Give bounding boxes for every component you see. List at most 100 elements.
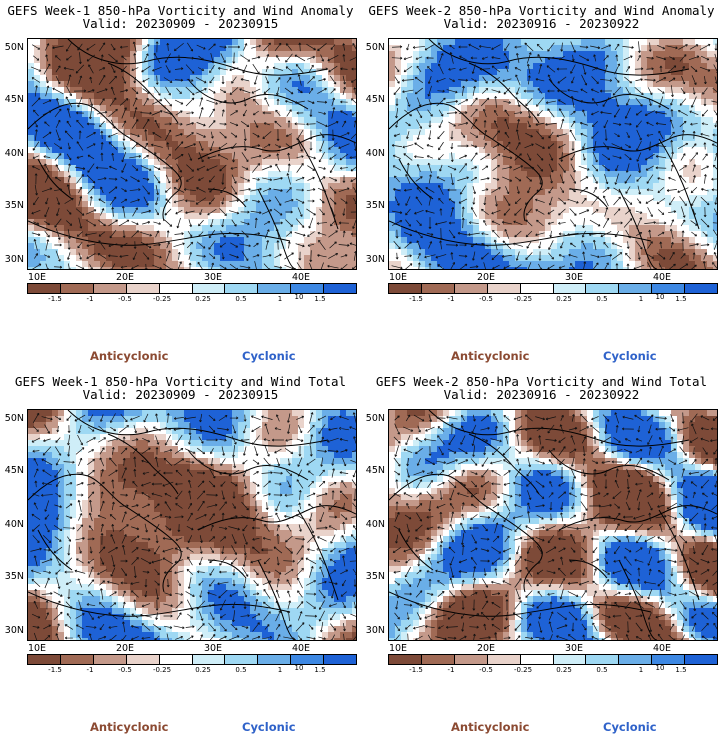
colorbar-swatch	[93, 655, 127, 664]
colorbar-swatch	[520, 284, 554, 293]
cyclonic-label: Cyclonic	[603, 349, 657, 363]
colorbar-label: 0.5	[235, 295, 247, 303]
colorbar-swatch	[28, 655, 61, 664]
colorbar-label: 1	[638, 295, 644, 303]
colorbar-swatch	[652, 284, 686, 293]
lon-label: 40E	[291, 643, 311, 654]
colorbar-label: 1	[277, 295, 283, 303]
panel-title: GEFS Week-2 850-hPa Vorticity and Wind A…	[368, 3, 715, 18]
colorbar-unit: 10	[294, 664, 304, 672]
lon-label: 40E	[652, 643, 672, 654]
lat-label: 30N	[4, 254, 24, 265]
lat-label: 45N	[4, 94, 24, 105]
colorbar-label: 0.25	[556, 666, 572, 674]
anticyclonic-label: Anticyclonic	[90, 349, 169, 363]
colorbar-swatch	[225, 284, 259, 293]
lat-label: 35N	[4, 200, 24, 211]
lat-label: 50N	[365, 42, 385, 53]
colorbar-label: 0.25	[556, 295, 572, 303]
panel-valid-date: Valid: 20230916 - 20230922	[443, 387, 640, 402]
colorbar	[388, 654, 718, 665]
colorbar-swatch	[619, 284, 653, 293]
lat-label: 40N	[365, 148, 385, 159]
colorbar-swatch	[389, 655, 422, 664]
colorbar-label: -0.25	[513, 666, 533, 674]
colorbar-label: -1.5	[409, 295, 423, 303]
colorbar-swatch	[291, 655, 325, 664]
colorbar-swatch	[487, 284, 521, 293]
map-panel: GEFS Week-1 850-hPa Vorticity and Wind A…	[0, 0, 361, 371]
colorbar-swatch	[685, 284, 718, 293]
colorbar-label: -1.5	[48, 295, 62, 303]
colorbar-swatch	[126, 655, 160, 664]
colorbar-swatch	[291, 284, 325, 293]
colorbar-label: 1.5	[314, 666, 326, 674]
colorbar	[27, 654, 357, 665]
colorbar-label: -1.5	[409, 666, 423, 674]
lon-label: 30E	[564, 272, 584, 283]
lat-label: 50N	[4, 42, 24, 53]
lon-label: 30E	[564, 643, 584, 654]
colorbar-unit: 10	[655, 293, 665, 301]
lat-label: 35N	[4, 571, 24, 582]
lat-label: 40N	[4, 148, 24, 159]
lat-label: 35N	[365, 200, 385, 211]
colorbar-label: 1	[638, 666, 644, 674]
colorbar-label: -1	[447, 295, 455, 303]
colorbar-label: -0.25	[513, 295, 533, 303]
colorbar-label: -0.5	[118, 295, 132, 303]
colorbar-swatch	[324, 655, 357, 664]
lon-label: 30E	[203, 272, 223, 283]
lon-label: 40E	[291, 272, 311, 283]
colorbar-swatch	[652, 655, 686, 664]
colorbar-swatch	[553, 655, 587, 664]
panel-title: GEFS Week-2 850-hPa Vorticity and Wind T…	[375, 374, 708, 389]
colorbar-unit: 10	[294, 293, 304, 301]
colorbar-label: -1.5	[48, 666, 62, 674]
colorbar-label: -0.5	[479, 295, 493, 303]
colorbar-swatch	[159, 284, 193, 293]
colorbar	[388, 283, 718, 294]
map-panel: GEFS Week-1 850-hPa Vorticity and Wind T…	[0, 371, 361, 742]
lon-label: 20E	[115, 272, 135, 283]
colorbar-label: -1	[86, 295, 94, 303]
colorbar-unit: 10	[655, 664, 665, 672]
lon-label: 10E	[388, 643, 408, 654]
lat-label: 40N	[4, 519, 24, 530]
panel-title: GEFS Week-1 850-hPa Vorticity and Wind T…	[14, 374, 347, 389]
vorticity-map	[388, 38, 718, 270]
vorticity-map	[388, 409, 718, 641]
colorbar-label: 0.5	[235, 666, 247, 674]
colorbar-label: -0.5	[118, 666, 132, 674]
colorbar-label: -0.25	[152, 666, 172, 674]
anticyclonic-label: Anticyclonic	[451, 349, 530, 363]
colorbar-swatch	[324, 284, 357, 293]
cyclonic-label: Cyclonic	[242, 349, 296, 363]
colorbar-swatch	[159, 655, 193, 664]
anticyclonic-label: Anticyclonic	[451, 720, 530, 734]
colorbar	[27, 283, 357, 294]
colorbar-label: -0.25	[152, 295, 172, 303]
colorbar-swatch	[258, 655, 292, 664]
colorbar-swatch	[421, 284, 455, 293]
colorbar-swatch	[553, 284, 587, 293]
colorbar-swatch	[192, 655, 226, 664]
cyclonic-label: Cyclonic	[242, 720, 296, 734]
colorbar-swatch	[619, 655, 653, 664]
lat-label: 45N	[4, 465, 24, 476]
vorticity-map	[27, 409, 357, 641]
colorbar-swatch	[126, 284, 160, 293]
colorbar-swatch	[454, 284, 488, 293]
colorbar-swatch	[258, 284, 292, 293]
colorbar-swatch	[685, 655, 718, 664]
lat-label: 30N	[365, 254, 385, 265]
colorbar-swatch	[586, 655, 620, 664]
lon-label: 30E	[203, 643, 223, 654]
colorbar-swatch	[93, 284, 127, 293]
panel-valid-date: Valid: 20230909 - 20230915	[82, 387, 279, 402]
lon-label: 10E	[27, 272, 47, 283]
vorticity-map	[27, 38, 357, 270]
colorbar-swatch	[520, 655, 554, 664]
colorbar-label: 0.5	[596, 295, 608, 303]
lon-label: 20E	[476, 643, 496, 654]
